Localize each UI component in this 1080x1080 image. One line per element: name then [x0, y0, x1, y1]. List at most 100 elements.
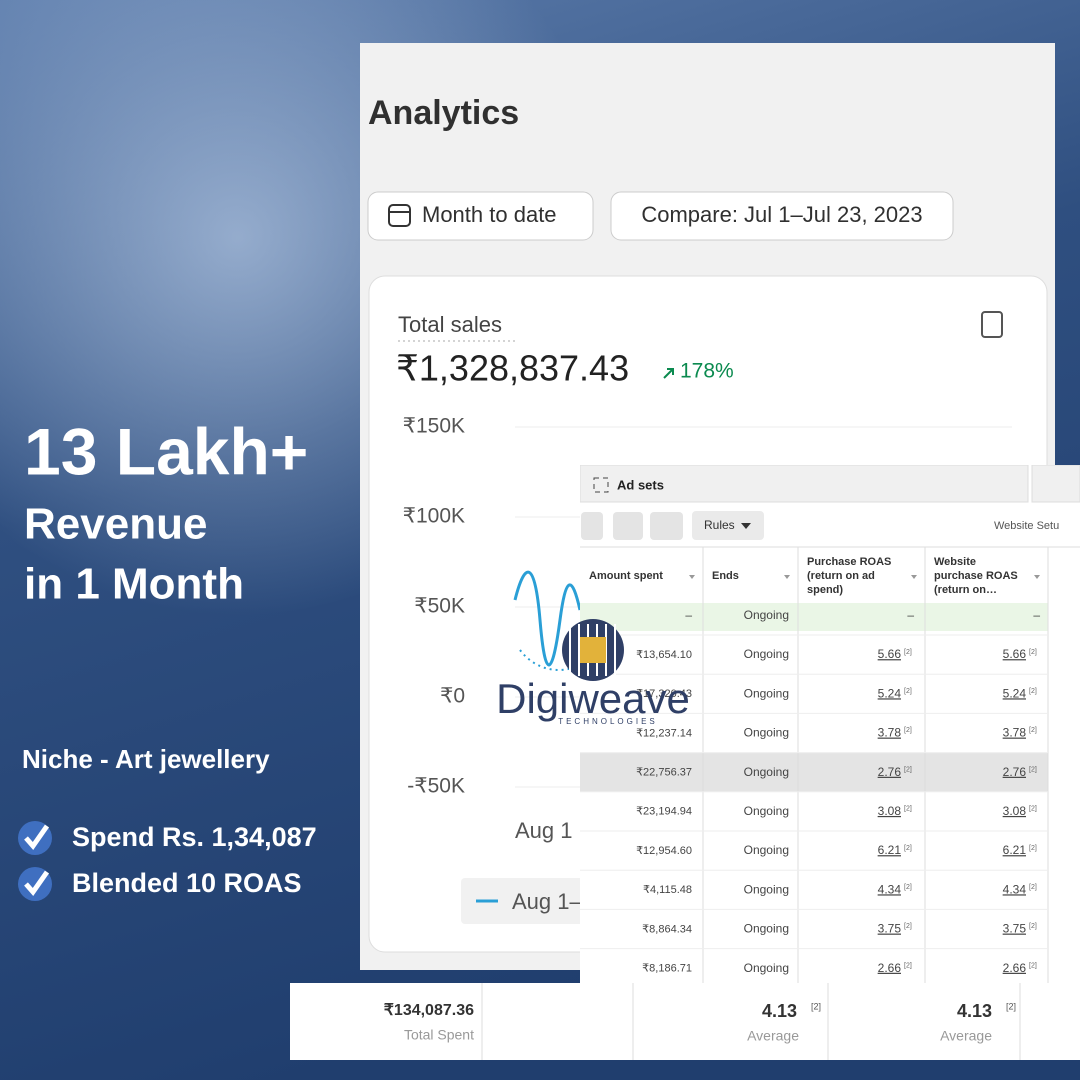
roas-note: [2] [1029, 806, 1037, 813]
ends-cell: Ongoing [744, 726, 789, 740]
calendar-icon [388, 204, 411, 227]
report-icon[interactable] [981, 311, 1003, 338]
roas-note: [2] [1029, 923, 1037, 930]
roas-cell: 3.78 [878, 726, 902, 740]
total-roas-label: Average [747, 1028, 799, 1044]
ad-sets-table: Ad sets Rules Website Setu Amount spent E… [580, 465, 1080, 985]
ends-cell: Ongoing [744, 765, 789, 779]
sort-caret [911, 575, 917, 579]
legend-box [461, 878, 591, 924]
logo: Digiweave TECHNOLOGIES [496, 619, 690, 726]
check-mark [24, 870, 50, 897]
amount-cell: ₹4,115.48 [643, 884, 692, 896]
analytics-title: Analytics [368, 94, 519, 132]
sort-caret [1034, 575, 1040, 579]
compare-button-label[interactable]: Compare: Jul 1–Jul 23, 2023 [641, 202, 922, 227]
date-button-label[interactable]: Month to date [422, 202, 557, 227]
roas-cell: 2.76 [878, 765, 902, 779]
column-header: spend) [807, 584, 843, 596]
roas-note: [2] [904, 727, 912, 734]
ends-cell: Ongoing [744, 961, 789, 975]
roas-note: [2] [1029, 766, 1037, 773]
rules-button[interactable] [692, 511, 764, 540]
roas-cell: 3.75 [878, 922, 902, 936]
roas-note: [2] [904, 845, 912, 852]
roas-note: [2] [1029, 727, 1037, 734]
promo: 13 Lakh+ Revenue in 1 Month Niche - Art … [18, 414, 317, 901]
amount-cell: ₹13,654.10 [636, 649, 692, 661]
date-button[interactable] [367, 191, 594, 241]
total-website-roas-label: Average [940, 1028, 992, 1044]
roas-cell: 5.24 [1003, 686, 1027, 700]
table-title: Ad sets [617, 477, 664, 492]
roas-cell: 4.34 [878, 882, 902, 896]
roas-cell: 3.78 [1003, 726, 1027, 740]
subline: Revenue [24, 500, 207, 549]
roas-note: [2] [1029, 884, 1037, 891]
roas-cell: 2.66 [878, 961, 902, 975]
amount-cell: ₹22,756.37 [636, 767, 692, 779]
y-axis-label: ₹150K [403, 415, 465, 438]
duplicate-button[interactable] [613, 512, 643, 540]
dropdown-caret [741, 523, 751, 529]
subline: in 1 Month [24, 560, 244, 609]
roas-note: [2] [904, 962, 912, 969]
roas-cell: 3.08 [1003, 804, 1027, 818]
summary-cell: – [685, 608, 692, 622]
delete-button[interactable] [581, 512, 603, 540]
roas-cell: 2.76 [1003, 765, 1027, 779]
compare-button[interactable] [610, 191, 954, 241]
niche: Niche - Art jewellery [22, 744, 270, 774]
roas-cell: 5.66 [878, 647, 902, 661]
up-arrow [663, 368, 674, 379]
sort-caret [784, 575, 790, 579]
roas-note: [2] [1029, 962, 1037, 969]
roas-cell: 6.21 [878, 843, 902, 857]
column-header: purchase ROAS [934, 570, 1018, 582]
tag-button[interactable] [650, 512, 683, 540]
logo-tagline: TECHNOLOGIES [558, 717, 658, 726]
roas-cell: 5.66 [1003, 647, 1027, 661]
summary-cell: – [1033, 608, 1040, 622]
promo-point: Spend Rs. 1,34,087 [72, 822, 317, 852]
amount-cell: ₹12,237.14 [636, 727, 692, 739]
roas-cell: 3.08 [878, 804, 902, 818]
promo-point: Blended 10 ROAS [72, 868, 302, 898]
roas-note: [2] [904, 923, 912, 930]
summary-row [580, 603, 1048, 631]
tab [1031, 465, 1080, 503]
column-header: Amount spent [589, 570, 663, 582]
ends-cell: Ongoing [744, 647, 789, 661]
total-note: [2] [1006, 1001, 1016, 1011]
roas-cell: 4.34 [1003, 882, 1027, 896]
total-spent: ₹134,087.36 [384, 1002, 474, 1019]
sales-line [513, 570, 582, 667]
rows: Amount spent Ends Purchase ROAS (return on … [580, 547, 1049, 985]
column-header: Purchase ROAS [807, 556, 891, 568]
roas-note: [2] [904, 806, 912, 813]
y-axis-label: ₹0 [440, 685, 465, 708]
x-label: Aug 1 [515, 818, 573, 843]
sort-caret [689, 575, 695, 579]
rules-label[interactable]: Rules [704, 518, 735, 532]
amount-cell: ₹12,954.60 [636, 845, 692, 857]
check-mark [24, 824, 50, 851]
sales-value: ₹1,328,837.43 [396, 348, 629, 389]
y-axis-label: -₹50K [407, 775, 465, 798]
total-note: [2] [811, 1001, 821, 1011]
highlight-row [580, 753, 1048, 792]
y-axis-label: ₹50K [414, 595, 465, 618]
roas-note: [2] [1029, 688, 1037, 695]
column-header: (return on ad [807, 570, 875, 582]
totals-bar [290, 983, 1080, 1060]
summary-cell: – [907, 608, 914, 622]
right-button-label[interactable]: Website Setu [994, 520, 1059, 532]
logo-chip [580, 637, 606, 663]
sales-change: 178% [680, 360, 734, 383]
ends-cell: Ongoing [744, 882, 789, 896]
summary-cell: Ongoing [744, 608, 789, 622]
table-header [580, 465, 1029, 503]
amount-cell: ₹8,864.34 [642, 923, 692, 935]
column-header: Website [934, 556, 976, 568]
